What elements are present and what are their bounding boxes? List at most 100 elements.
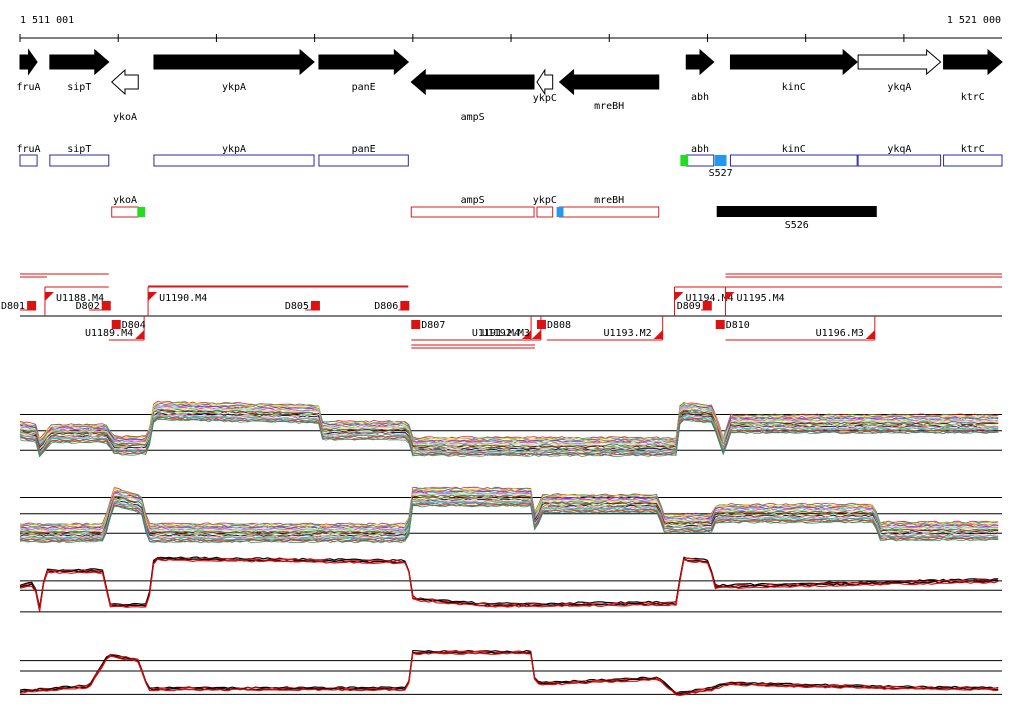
expression-series-line	[19, 418, 999, 458]
expression-series-line	[19, 413, 999, 453]
expression-series-line	[19, 406, 999, 446]
segment-label: D808	[547, 320, 571, 331]
segment-marker	[536, 320, 546, 329]
region-bar-track: S526	[716, 206, 877, 231]
expression-series-line	[19, 490, 999, 530]
gene-arrow-ktrc	[943, 48, 1003, 76]
segment-marker	[702, 301, 712, 310]
region-bar-s526	[716, 206, 877, 217]
expression-series-line	[19, 497, 999, 537]
segment-label: U1191.M4	[472, 328, 520, 339]
segment-flag	[44, 292, 54, 301]
marker-square	[714, 155, 727, 166]
annotation-box-ykqa	[857, 154, 942, 167]
expression-series-line	[19, 401, 999, 442]
gene-label: mreBH	[594, 101, 624, 112]
gene-label: sipT	[67, 82, 91, 93]
annotation-box-ykoa	[111, 206, 139, 218]
gene-arrow-frua	[19, 48, 38, 76]
segment-marker	[111, 320, 121, 329]
gene-arrow-abh	[685, 48, 715, 76]
marker-square	[556, 207, 564, 217]
expression-series-line	[19, 496, 999, 535]
expression-track-1	[19, 400, 1002, 458]
expression-series-line	[19, 411, 999, 451]
gene-label: ykpA	[222, 82, 246, 93]
annotation-label: ykqA	[887, 144, 911, 155]
annotation-label: mreBH	[594, 195, 624, 206]
annotation-box-amps	[410, 206, 535, 218]
gene-arrow-ykpc	[536, 68, 554, 96]
marker-square	[137, 207, 146, 217]
annotation-label: ykpA	[222, 144, 246, 155]
gene-label: fruA	[16, 82, 40, 93]
ruler-end-label: 1 521 000	[947, 15, 1001, 26]
expression-series-line	[19, 407, 999, 447]
expression-series-line	[19, 558, 999, 612]
segment-label: D805	[285, 301, 309, 312]
annotation-label: panE	[352, 144, 376, 155]
gene-arrow-kinc	[729, 48, 858, 76]
segment-label: U1195.M4	[737, 293, 785, 304]
segment-flag	[148, 292, 158, 301]
gene-arrow-pane	[318, 48, 410, 76]
annotation-box-mrebh	[559, 206, 660, 218]
segment-label: D810	[726, 320, 750, 331]
expression-track-3	[19, 556, 1002, 613]
segment-label: U1189.M4	[85, 328, 133, 339]
segment-label: D802	[76, 301, 100, 312]
gene-label: ykpC	[533, 93, 557, 104]
expression-series-line	[19, 556, 999, 608]
annotation-label: ampS	[461, 195, 485, 206]
segment-flag	[674, 292, 684, 301]
coordinate-ruler: 1 511 001 1 521 000	[19, 15, 1002, 42]
expression-series-line	[19, 407, 999, 447]
expression-series-line	[19, 416, 999, 456]
gene-arrow-sipt	[49, 48, 110, 76]
marker-label: S527	[709, 168, 733, 179]
segment-marker	[400, 301, 410, 310]
annotation-box-sipt	[49, 154, 110, 167]
ruler-ticks	[19, 34, 905, 42]
segment-label: D809	[677, 301, 701, 312]
annotation-label: kinC	[782, 144, 806, 155]
annotation-label: ktrC	[961, 144, 985, 155]
annotation-box-ykpa	[153, 154, 315, 167]
annotation-box-abh	[685, 154, 715, 167]
region-bar-label: S526	[785, 220, 809, 231]
annotation-box-pane	[318, 154, 409, 167]
gene-arrow-ykpa	[153, 48, 315, 76]
annotation-box-ykpc	[536, 206, 554, 218]
gene-arrow-mrebh	[558, 68, 660, 96]
expression-profile-tracks	[19, 400, 1002, 697]
segment-marker	[310, 301, 320, 310]
annotation-box-kinc	[729, 154, 858, 167]
gene-arrow-ykoa	[110, 68, 139, 96]
expression-series-line	[19, 504, 999, 544]
expression-series-line	[19, 493, 999, 532]
segment-label: U1188.M4	[56, 293, 104, 304]
gene-label: ampS	[461, 112, 485, 123]
annotation-label: ykoA	[113, 195, 137, 206]
expression-series-line	[19, 501, 999, 541]
segment-label: U1196.M3	[816, 328, 864, 339]
segment-label: D806	[374, 301, 398, 312]
expression-series-line	[19, 414, 999, 454]
expression-series-line	[19, 652, 999, 697]
segment-label: D804	[122, 320, 146, 331]
segment-flag	[653, 330, 663, 339]
gene-label: ykqA	[887, 82, 911, 93]
segment-flag	[725, 292, 735, 301]
expression-series-line	[19, 500, 999, 540]
ruler-start-label: 1 511 001	[20, 15, 74, 26]
segment-label: U1190.M4	[159, 293, 207, 304]
expression-series-line	[20, 486, 999, 526]
expression-series-line	[19, 557, 999, 609]
segment-flag	[531, 330, 541, 339]
gene-arrow-track: fruA sipT ykoA ykpA panE ampS ykpC mreBH abh kinC…	[16, 48, 1003, 123]
segment-marker	[715, 320, 725, 329]
expression-series-line	[19, 499, 999, 538]
marker-square	[680, 155, 689, 166]
forward-strand-annotation-track: fruA sipT ykpA panE abh kinC ykqA ktrC S527	[16, 144, 1003, 179]
